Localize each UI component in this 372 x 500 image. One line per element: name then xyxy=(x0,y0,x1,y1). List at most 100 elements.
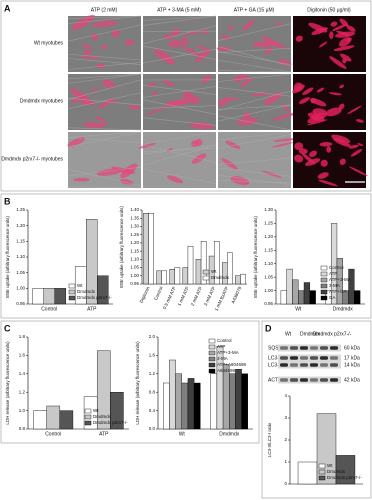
legend-swatch xyxy=(320,295,328,301)
legend-label: 3-MA xyxy=(329,283,340,288)
y-tick-label: 1.10 xyxy=(130,257,139,262)
band xyxy=(280,363,288,367)
band xyxy=(310,363,318,367)
cell xyxy=(294,142,304,151)
fiber xyxy=(217,157,292,165)
bar xyxy=(303,282,311,305)
cell xyxy=(191,140,199,148)
cell xyxy=(221,158,238,170)
fiber xyxy=(142,147,217,153)
bar xyxy=(32,288,44,305)
cell xyxy=(308,150,318,158)
blot-strip xyxy=(278,376,341,384)
band-label: LC3-II xyxy=(268,362,282,368)
legend-swatch xyxy=(320,277,328,283)
legend-label: ATP+GA xyxy=(329,289,347,294)
cell xyxy=(201,74,212,83)
y-tick-label: 1.15 xyxy=(130,248,139,253)
cell xyxy=(340,53,352,62)
bar xyxy=(221,262,228,285)
bar xyxy=(309,290,316,305)
cell xyxy=(292,84,305,94)
fiber xyxy=(217,70,292,73)
fiber xyxy=(67,127,142,131)
cell xyxy=(252,40,278,48)
cell xyxy=(96,63,106,69)
legend-label: GA xyxy=(329,295,336,300)
fiber xyxy=(142,48,217,64)
y-tick-label: 1.00 xyxy=(264,288,273,293)
band xyxy=(290,363,298,367)
x-tick-label: Control xyxy=(41,306,57,312)
fiber xyxy=(67,53,142,61)
panel-label: D xyxy=(265,323,272,333)
x-tick-label: Dmdmdx xyxy=(219,431,240,437)
cell xyxy=(79,101,97,106)
cell xyxy=(80,56,101,59)
cell xyxy=(319,41,328,48)
y-tick-label: 1.25 xyxy=(130,232,139,237)
bar xyxy=(59,410,74,430)
fiber xyxy=(67,166,142,177)
y-axis-label: EtBr uptake (arbitrary fluorescence unit… xyxy=(5,216,10,298)
bar xyxy=(213,241,220,285)
bar xyxy=(235,275,241,285)
cell xyxy=(82,121,107,128)
fiber xyxy=(142,15,217,26)
bar xyxy=(174,267,181,285)
legend-label: ATP xyxy=(217,344,225,349)
cell xyxy=(102,79,116,88)
micrograph xyxy=(292,74,366,130)
bar xyxy=(195,259,202,285)
bar xyxy=(336,258,343,305)
legend-label: 3-MA xyxy=(217,356,228,361)
y-tick-label: 1.2 xyxy=(19,389,26,394)
band xyxy=(290,356,298,360)
y-tick-label: 1.10 xyxy=(16,254,25,259)
panel-frame xyxy=(0,193,372,319)
y-tick-label: 1.15 xyxy=(264,247,273,252)
x-tick-label: ATP xyxy=(87,306,97,312)
legend-swatch xyxy=(208,362,216,368)
micrograph xyxy=(293,16,366,72)
legend-swatch xyxy=(202,269,210,275)
blot-strip xyxy=(278,344,341,352)
band xyxy=(280,378,288,382)
cell xyxy=(342,58,347,64)
y-tick-label: 2.0 xyxy=(149,334,156,339)
legend-swatch xyxy=(320,265,328,271)
cell xyxy=(228,25,234,31)
fiber xyxy=(67,24,142,42)
x-tick-label: Control xyxy=(45,431,61,437)
bar xyxy=(86,219,98,305)
cell xyxy=(301,153,316,165)
cell xyxy=(203,31,208,35)
fiber xyxy=(217,87,292,97)
y-tick-label: 0.95 xyxy=(16,301,25,306)
band xyxy=(310,346,318,350)
cell xyxy=(357,142,364,147)
cell xyxy=(152,91,158,96)
cell xyxy=(329,56,347,69)
cell xyxy=(250,93,270,97)
column-header: ATP + GA (15 µM) xyxy=(234,7,275,13)
bar xyxy=(354,290,361,305)
cell xyxy=(164,98,190,107)
cell xyxy=(242,20,255,31)
bar xyxy=(193,382,201,430)
cell xyxy=(168,40,183,48)
cell xyxy=(333,45,355,52)
legend-swatch xyxy=(318,475,326,481)
legend-label: Dmdmdx xyxy=(327,469,346,474)
cell xyxy=(350,148,363,157)
fiber xyxy=(67,15,142,24)
legend-swatch xyxy=(68,289,76,295)
y-axis-label: EtBr uptake (arbitrary fluorescence unit… xyxy=(119,206,124,288)
fiber xyxy=(217,115,292,131)
bar xyxy=(187,378,195,430)
band-label: LC3-I xyxy=(268,355,280,361)
fiber xyxy=(142,131,217,145)
cell xyxy=(225,141,241,149)
y-tick-label: 2 xyxy=(284,437,287,442)
fiber xyxy=(142,45,217,60)
